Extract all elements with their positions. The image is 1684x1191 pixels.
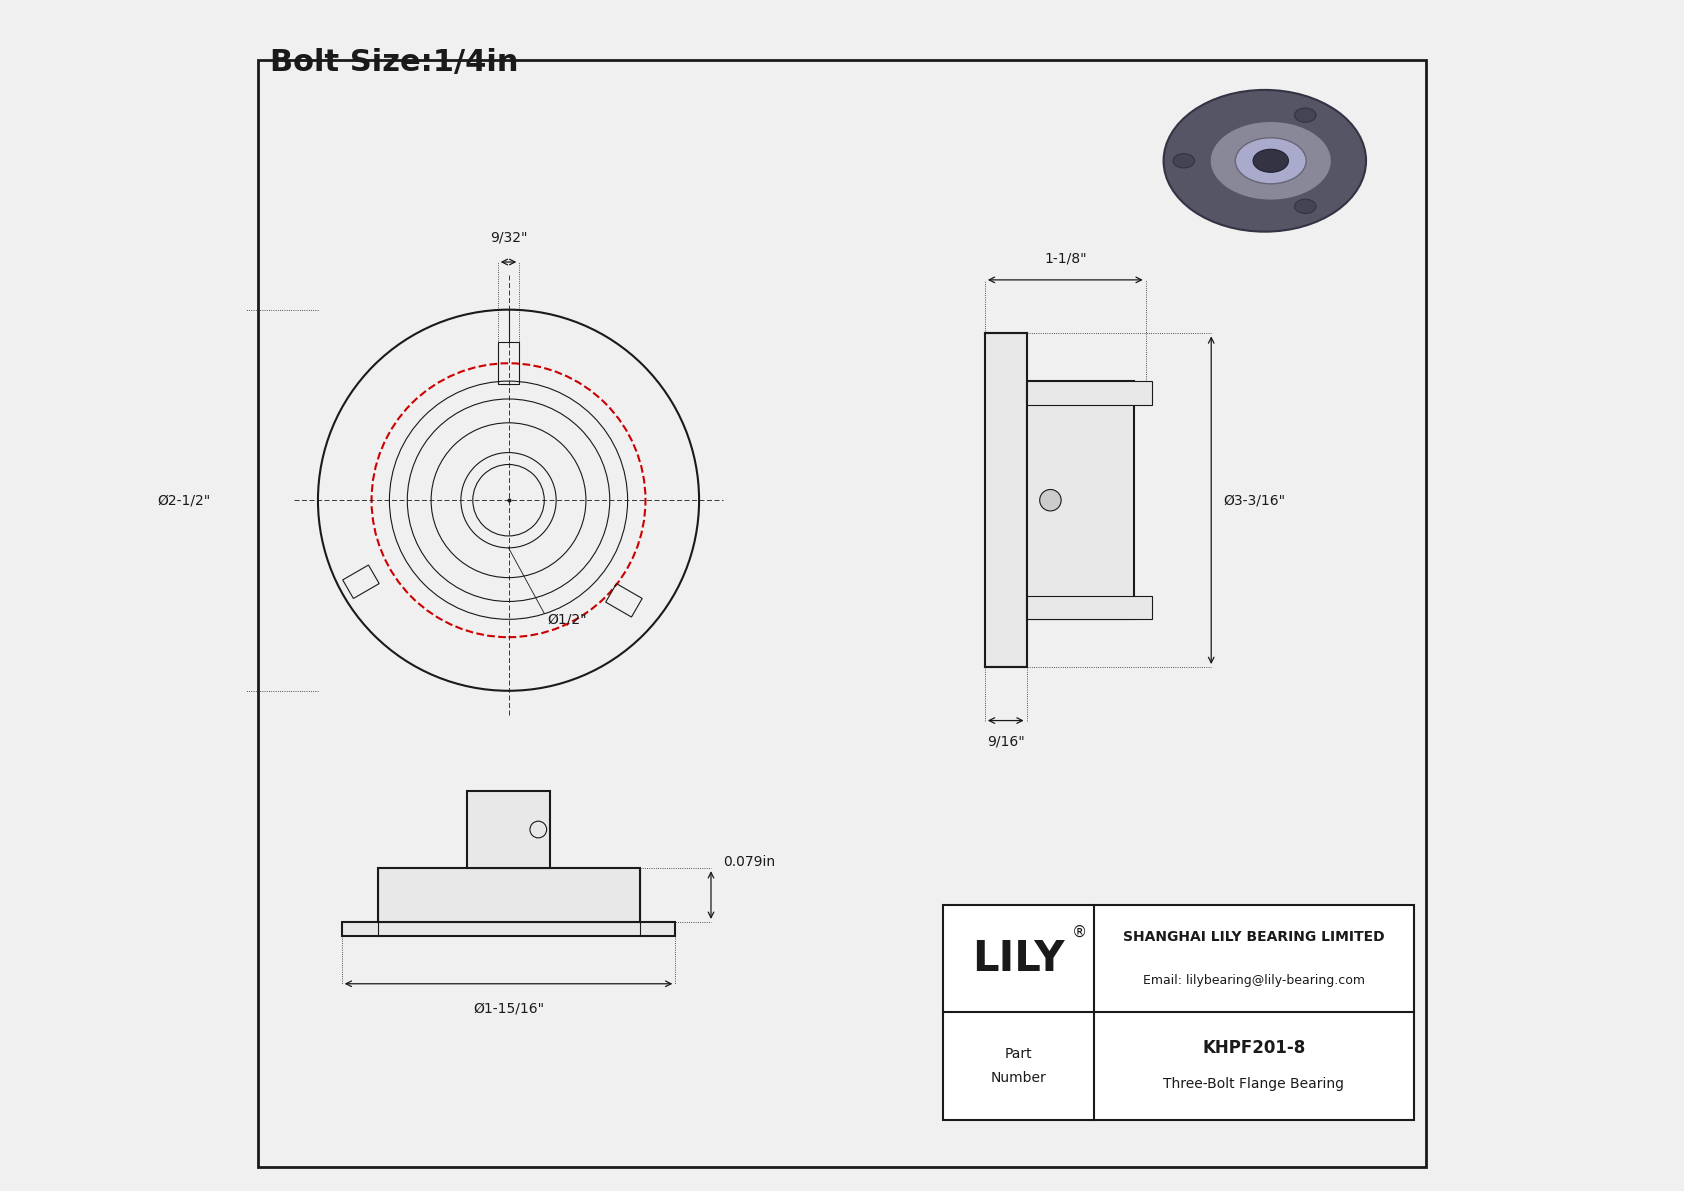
Text: SHANGHAI LILY BEARING LIMITED: SHANGHAI LILY BEARING LIMITED <box>1123 930 1384 944</box>
Bar <box>606 584 642 617</box>
Ellipse shape <box>1295 199 1315 213</box>
Bar <box>1027 381 1133 619</box>
Text: 9/32": 9/32" <box>490 230 527 244</box>
Text: Ø3-3/16": Ø3-3/16" <box>1223 493 1285 507</box>
Bar <box>466 791 551 868</box>
Text: Email: lilybearing@lily-bearing.com: Email: lilybearing@lily-bearing.com <box>1143 974 1364 986</box>
Text: LILY: LILY <box>972 937 1064 980</box>
Bar <box>342 922 675 936</box>
Bar <box>498 343 519 384</box>
Text: KHPF201-8: KHPF201-8 <box>1202 1039 1305 1058</box>
Text: Three-Bolt Flange Bearing: Three-Bolt Flange Bearing <box>1164 1077 1344 1091</box>
Text: Bolt Size:1/4in: Bolt Size:1/4in <box>271 48 519 76</box>
Bar <box>985 333 1027 667</box>
Bar <box>943 905 1413 1120</box>
Text: Ø1-15/16": Ø1-15/16" <box>473 1002 544 1016</box>
Bar <box>1027 596 1152 619</box>
Ellipse shape <box>1295 108 1315 123</box>
Text: Ø2-1/2": Ø2-1/2" <box>158 493 210 507</box>
Text: Part: Part <box>1005 1047 1032 1061</box>
Bar <box>342 565 379 599</box>
Ellipse shape <box>1164 91 1366 232</box>
Circle shape <box>1039 490 1061 511</box>
Text: ®: ® <box>1073 925 1088 940</box>
Bar <box>1027 381 1152 405</box>
Ellipse shape <box>1253 149 1288 173</box>
Ellipse shape <box>1174 154 1194 168</box>
Text: 1-1/8": 1-1/8" <box>1044 251 1086 266</box>
Ellipse shape <box>1211 121 1332 200</box>
Text: Number: Number <box>990 1071 1046 1085</box>
Text: 9/16": 9/16" <box>987 735 1024 749</box>
Text: 0.079in: 0.079in <box>722 855 775 869</box>
Bar <box>377 868 640 922</box>
Ellipse shape <box>1236 138 1307 183</box>
Text: Ø1/2": Ø1/2" <box>547 612 588 626</box>
